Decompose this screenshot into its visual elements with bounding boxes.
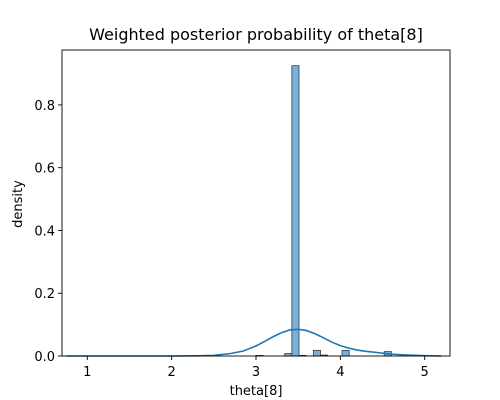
x-tick-label-3: 3 xyxy=(252,365,260,380)
x-axis-label: theta[8] xyxy=(230,384,283,399)
y-tick-label-0.8: 0.8 xyxy=(34,99,55,114)
x-tick-label-4: 4 xyxy=(336,365,344,380)
histogram-bar-2 xyxy=(291,65,300,357)
chart-title: Weighted posterior probability of theta[… xyxy=(89,25,423,44)
x-tick-label-2: 2 xyxy=(168,365,176,380)
y-tick-label-0: 0.0 xyxy=(34,350,55,365)
histogram-bar-6 xyxy=(341,349,350,357)
histogram-bar-4 xyxy=(312,349,321,357)
y-axis-label: density xyxy=(11,180,26,228)
x-tick-label-5: 5 xyxy=(421,365,429,380)
x-tick-label-1: 1 xyxy=(83,365,91,380)
y-tick-label-0.2: 0.2 xyxy=(34,287,55,302)
axes-frame xyxy=(61,49,451,357)
y-tick-label-0.4: 0.4 xyxy=(34,224,55,239)
plot-area: 1 2 3 4 5 0.0 0.2 0.4 0.6 0.8 xyxy=(34,49,451,380)
y-tick-label-0.6: 0.6 xyxy=(34,162,55,177)
